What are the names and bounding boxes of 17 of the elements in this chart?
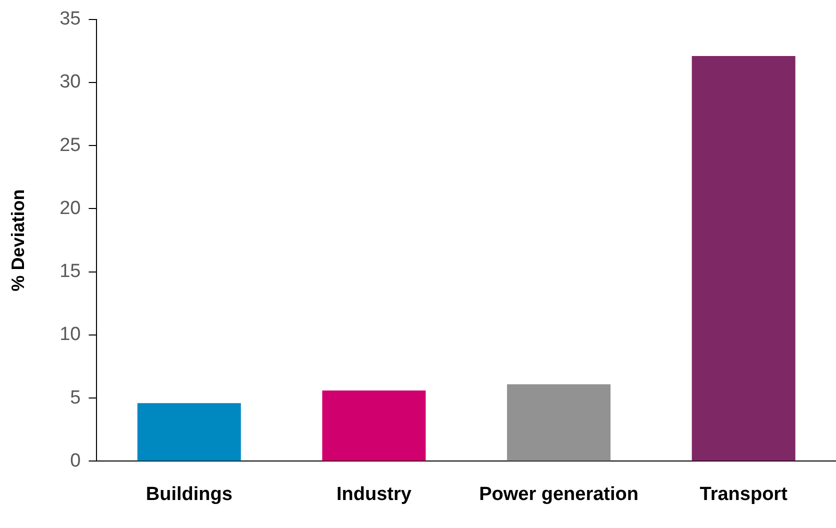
x-tick-label: Industry (336, 484, 412, 505)
x-tick-label: Transport (700, 484, 788, 505)
y-tick-label: 0 (70, 450, 81, 472)
bar (137, 403, 241, 461)
y-tick-label: 10 (60, 324, 81, 346)
bar (507, 384, 611, 461)
bar (322, 390, 426, 461)
y-tick-label: 5 (70, 387, 81, 408)
y-tick-label: 20 (60, 198, 81, 219)
x-tick-label: Buildings (146, 484, 232, 505)
y-tick-label: 25 (60, 134, 81, 156)
x-tick-label: Power generation (479, 484, 638, 505)
y-tick-label: 30 (60, 72, 81, 93)
y-tick-label: 15 (60, 261, 81, 282)
bar (692, 56, 796, 461)
y-axis-title: % Deviation (8, 189, 28, 292)
y-tick-label: 35 (60, 8, 81, 30)
